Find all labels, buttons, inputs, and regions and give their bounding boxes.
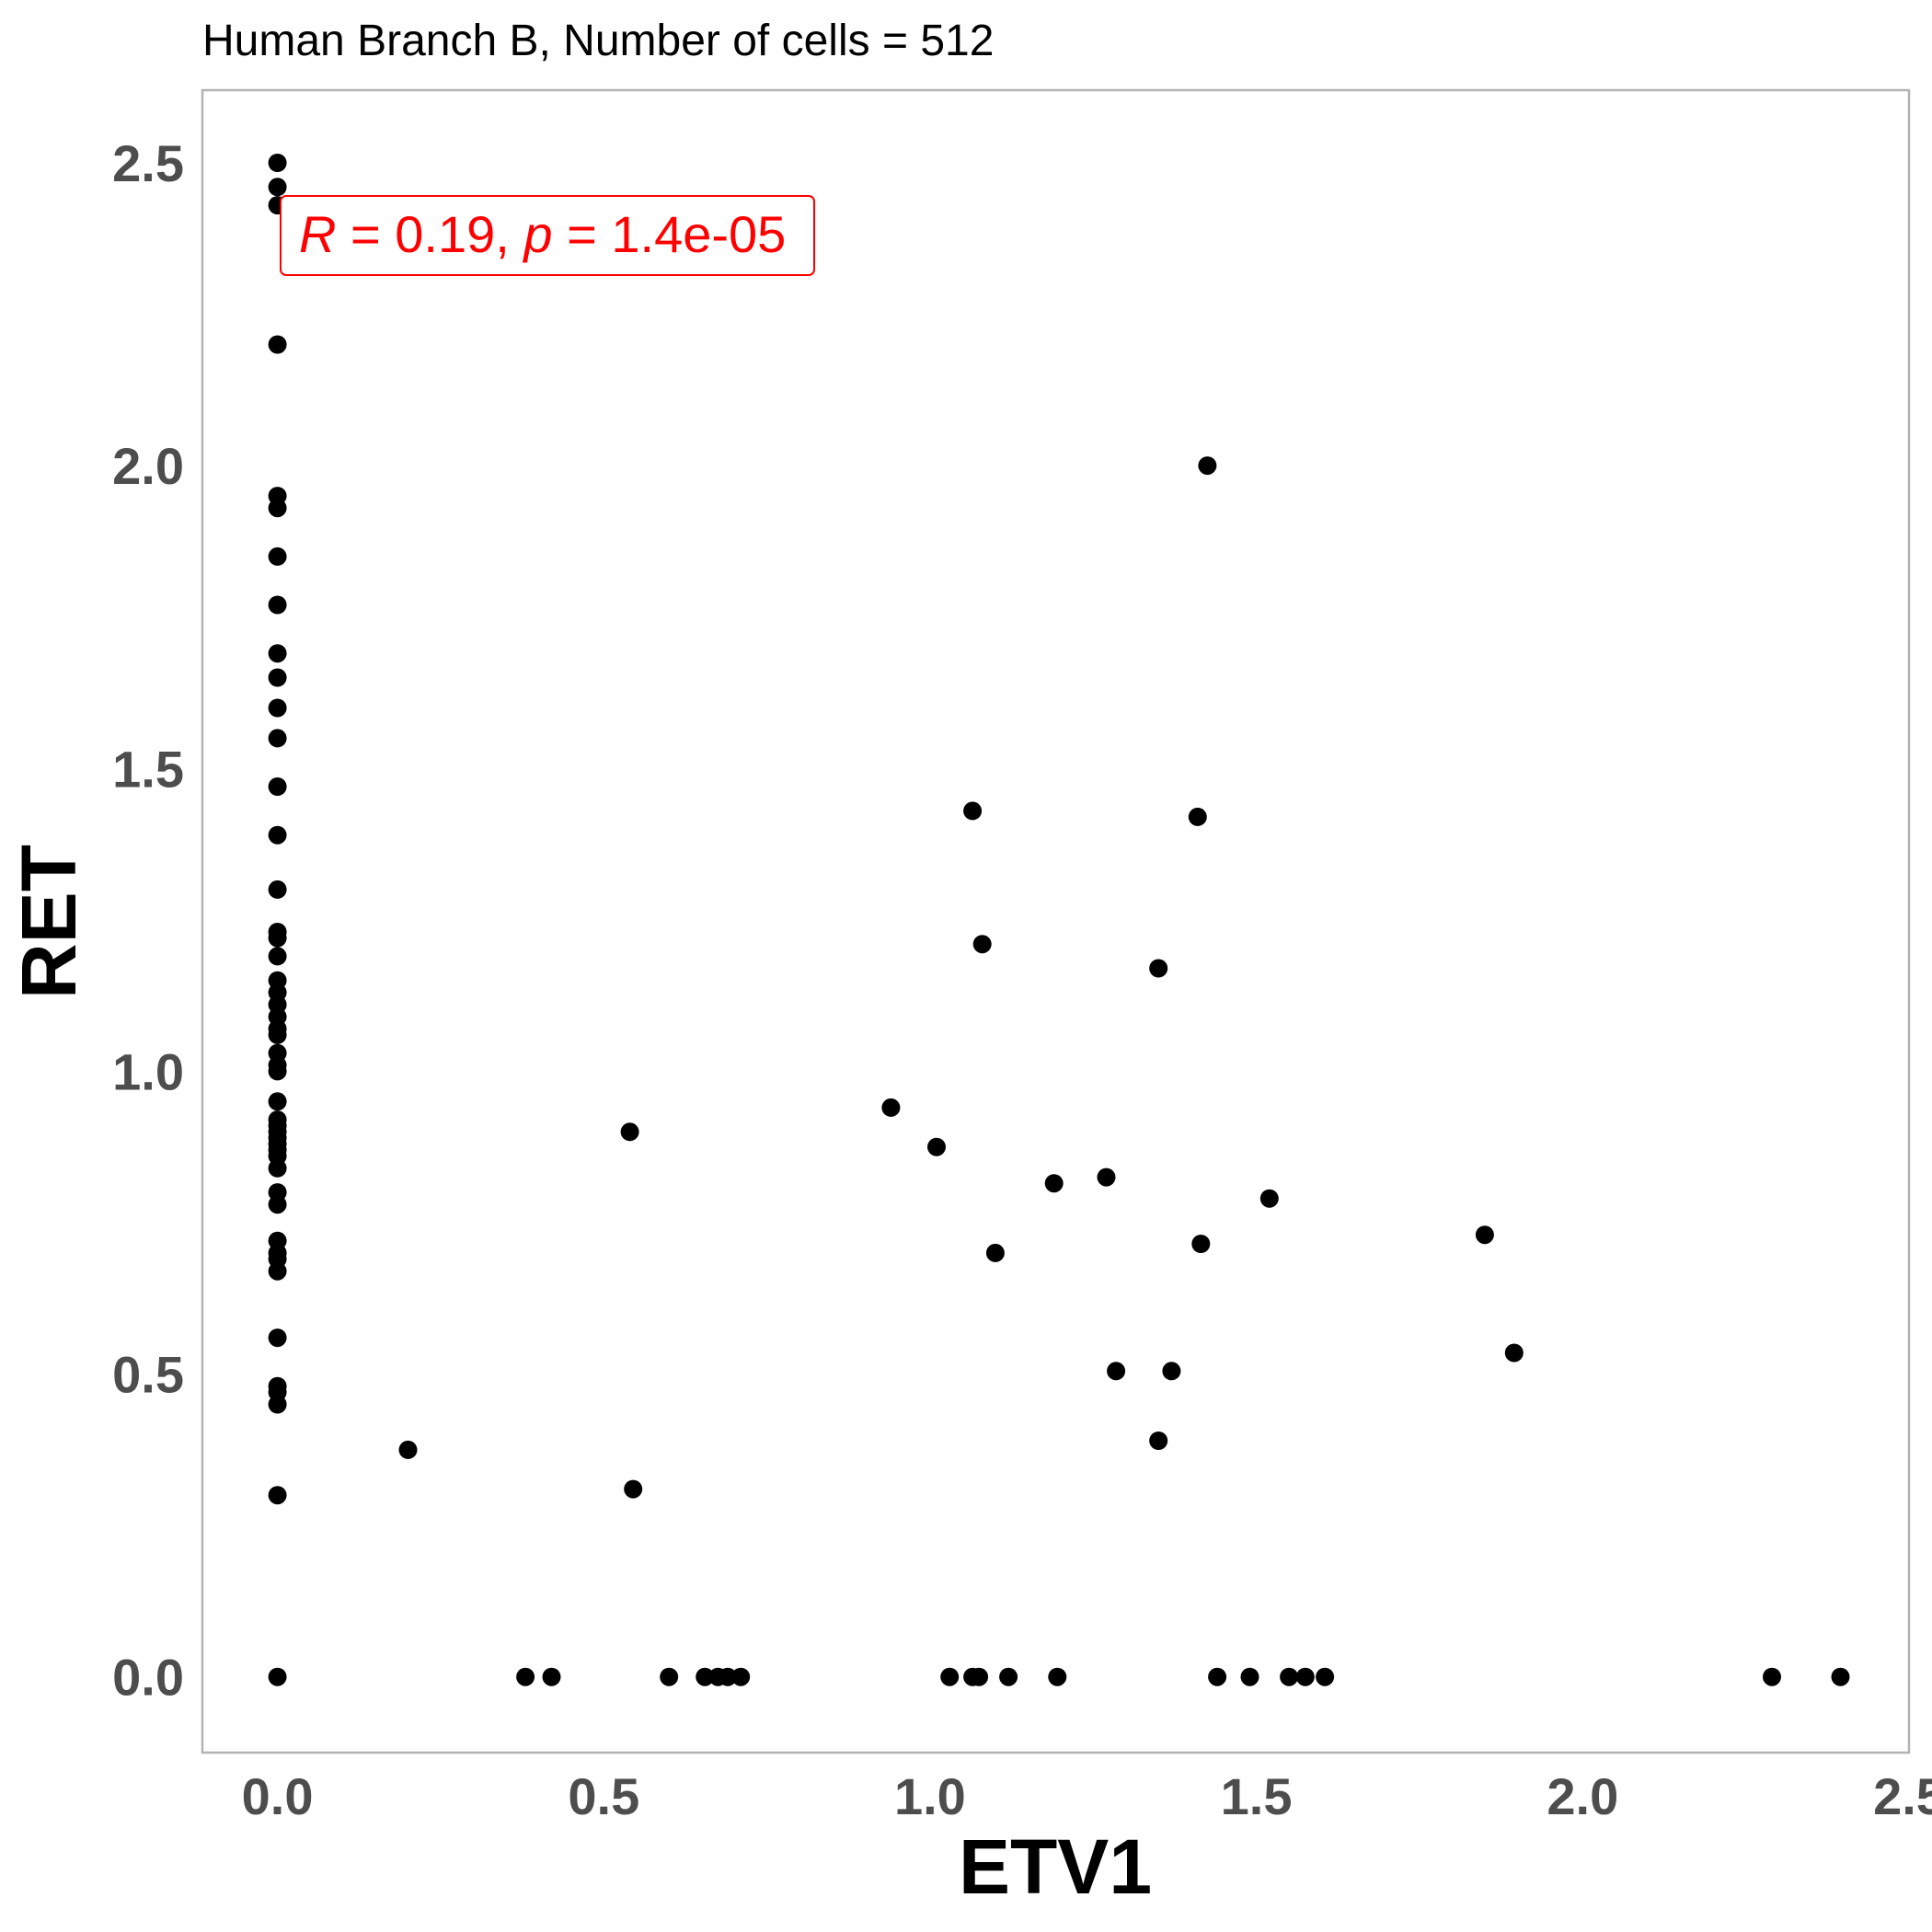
data-point — [881, 1098, 901, 1117]
x-tick-label: 2.0 — [1547, 1767, 1618, 1825]
x-tick-label: 2.5 — [1873, 1767, 1932, 1825]
data-point — [1191, 1235, 1211, 1253]
data-point — [268, 668, 287, 687]
data-point — [1097, 1167, 1116, 1187]
p-value: = 1.4e-05 — [567, 205, 786, 263]
data-point — [1208, 1667, 1227, 1686]
data-point — [516, 1667, 535, 1686]
x-axis-label: ETV1 — [959, 1823, 1152, 1910]
data-point — [268, 335, 287, 354]
data-point — [268, 729, 287, 748]
y-tick-label: 0.5 — [112, 1346, 184, 1404]
data-point — [268, 546, 287, 566]
data-point — [1044, 1174, 1064, 1193]
data-point — [972, 935, 992, 954]
data-point — [398, 1440, 418, 1459]
data-point — [1316, 1667, 1335, 1686]
data-point — [268, 777, 287, 796]
data-point — [1107, 1362, 1126, 1381]
data-point — [1240, 1667, 1259, 1686]
data-point — [719, 1667, 737, 1686]
data-point — [268, 644, 287, 663]
data-point — [970, 1667, 989, 1686]
svg-text:R = 0.19, p: R = 0.19, p = 1.4e-05 — [299, 205, 786, 263]
data-point — [268, 880, 287, 899]
data-point — [624, 1479, 643, 1499]
y-axis-label: RET — [6, 845, 92, 999]
data-point — [268, 825, 287, 845]
data-point — [268, 154, 287, 172]
data-point — [542, 1667, 561, 1686]
data-point — [268, 1158, 287, 1178]
data-point — [1048, 1667, 1067, 1686]
data-point — [268, 1195, 287, 1214]
data-point — [268, 499, 287, 518]
data-point — [1162, 1362, 1181, 1381]
chart-title: Human Branch B, Number of cells = 512 — [202, 17, 994, 65]
x-tick-label: 0.0 — [242, 1767, 314, 1825]
y-tick-label: 0.0 — [112, 1649, 184, 1707]
data-point — [268, 947, 287, 966]
data-point — [268, 928, 287, 948]
data-point — [1188, 807, 1207, 826]
annotation-box — [280, 195, 815, 276]
data-point — [620, 1122, 639, 1142]
data-point — [1280, 1667, 1299, 1686]
r-value: = 0.19, — [351, 205, 510, 263]
data-point — [1295, 1667, 1315, 1686]
data-point — [268, 595, 287, 615]
data-point — [1198, 456, 1217, 476]
data-point — [268, 1261, 287, 1281]
y-tick-label: 2.5 — [112, 134, 184, 192]
p-symbol: p — [522, 205, 552, 263]
data-point — [1259, 1189, 1279, 1208]
data-point — [268, 1486, 287, 1505]
data-point — [927, 1137, 946, 1156]
data-point — [1504, 1343, 1524, 1363]
data-point — [1763, 1667, 1781, 1686]
data-point — [268, 1092, 287, 1111]
data-point — [268, 178, 287, 197]
x-tick-label: 1.5 — [1221, 1767, 1293, 1825]
data-point — [660, 1667, 679, 1686]
data-point — [268, 1062, 287, 1081]
data-point — [940, 1667, 960, 1686]
y-axis-ticks: 0.0 0.5 1.0 1.5 2.0 2.5 — [112, 134, 184, 1707]
data-point — [731, 1667, 751, 1686]
r-symbol: R — [299, 205, 336, 263]
x-axis-ticks: 0.0 0.5 1.0 1.5 2.0 2.5 — [242, 1767, 1932, 1825]
data-point — [268, 698, 287, 718]
y-tick-label: 2.0 — [112, 437, 184, 495]
data-point — [1831, 1667, 1850, 1686]
data-point — [999, 1667, 1018, 1686]
data-point — [963, 801, 983, 821]
data-point — [268, 1025, 287, 1044]
data-point — [696, 1667, 715, 1686]
x-tick-label: 0.5 — [568, 1767, 639, 1825]
x-tick-label: 1.0 — [894, 1767, 966, 1825]
data-point — [268, 1328, 287, 1348]
data-point — [268, 1667, 287, 1686]
y-tick-label: 1.5 — [112, 740, 184, 798]
correlation-annotation: R = 0.19, p = 1.4e-05 — [280, 195, 815, 276]
data-point — [268, 1395, 287, 1414]
data-point — [985, 1243, 1005, 1262]
data-points — [268, 154, 1850, 1686]
data-point — [1475, 1225, 1494, 1245]
data-point — [1149, 959, 1168, 978]
data-point — [1149, 1432, 1168, 1450]
y-tick-label: 1.0 — [112, 1042, 184, 1100]
plot-panel — [201, 88, 1911, 1754]
